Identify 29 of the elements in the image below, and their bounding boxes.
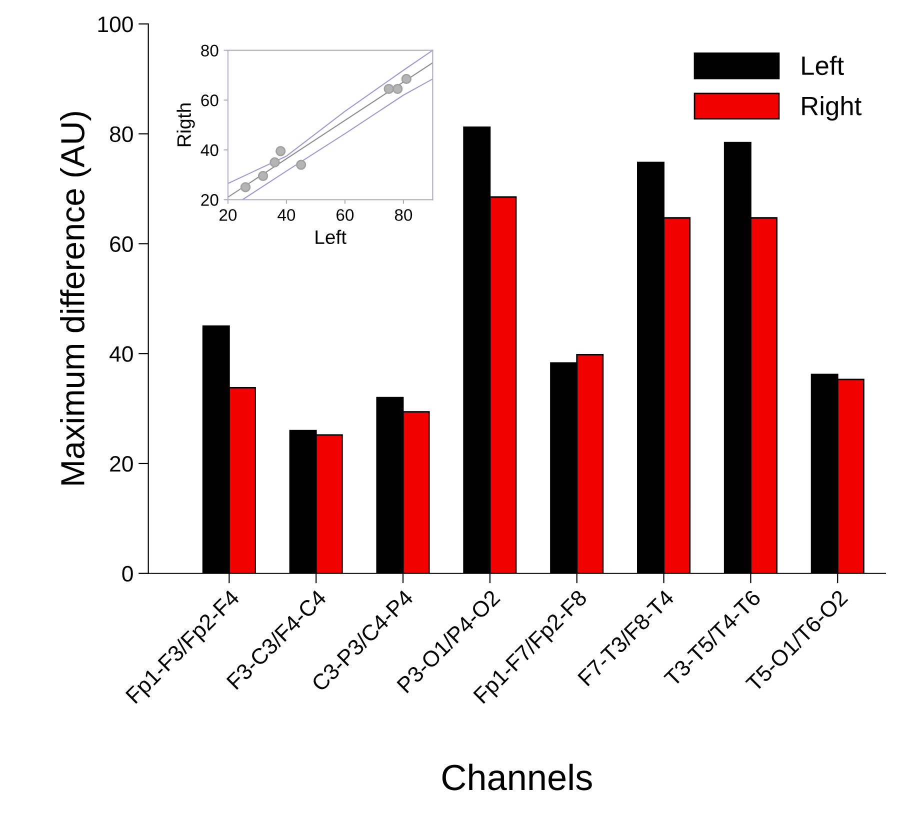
x-tick-label: 80	[394, 209, 412, 221]
y-tick-label: 0	[122, 566, 133, 582]
point	[276, 146, 286, 156]
point	[384, 84, 394, 94]
x-tick-label: 60	[336, 209, 354, 221]
legend-label: Right	[802, 96, 862, 121]
point	[401, 74, 412, 84]
point	[296, 160, 306, 170]
y-tick-label: 100	[98, 16, 133, 32]
line-series	[242, 78, 433, 200]
y-tick-label: 60	[110, 236, 133, 252]
y-tick-label: 20	[110, 456, 133, 472]
x-tick-label: 20	[220, 209, 237, 221]
y-tick-label: 40	[110, 346, 133, 362]
x-axis-title: Left	[316, 230, 346, 244]
y-tick-label: 60	[201, 94, 218, 106]
y-axis-title: Rigth	[176, 104, 195, 146]
point	[240, 182, 251, 192]
y-tick-label: 40	[200, 144, 218, 156]
x-axis-title: Channels	[442, 764, 592, 790]
point	[392, 84, 403, 94]
y-tick-label: 80	[201, 44, 218, 57]
y-axis-title: Maximum difference (AU)	[60, 112, 92, 485]
y-tick-label: 80	[110, 126, 133, 142]
legend-label: Left	[802, 56, 844, 76]
y-tick-label: 20	[201, 194, 218, 206]
point	[270, 157, 280, 168]
x-tick-label: 40	[278, 209, 296, 221]
point	[258, 170, 268, 182]
